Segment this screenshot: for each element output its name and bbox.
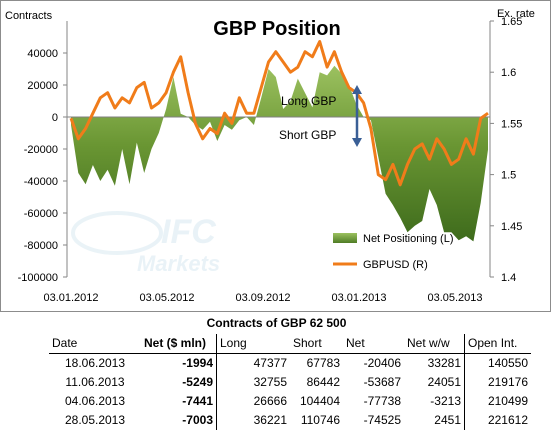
cell-long: 26666 <box>216 392 290 411</box>
table-row: 18.06.2013 -1994 47377 67783 -20406 3328… <box>49 353 531 373</box>
net-positioning-area <box>71 65 488 242</box>
header-open-int: Open Int. <box>464 334 531 354</box>
y-right-ticks: 1.65 1.6 1.55 1.5 1.45 1.4 <box>490 16 522 284</box>
cell-date: 04.06.2013 <box>64 394 126 408</box>
cell-long: 36221 <box>216 411 290 430</box>
positions-table: Date Net ($ mln) Long Short Net Net w/w … <box>49 334 531 430</box>
header-net-ww: Net w/w <box>404 334 465 354</box>
svg-text:Markets: Markets <box>137 251 220 276</box>
chart-svg: IFC Markets 40000 20000 0 -20000 -40000 -6000… <box>5 8 535 304</box>
x-tick-label: 03.05.2013 <box>427 292 482 304</box>
cell-net-ww: 24051 <box>427 375 461 389</box>
cell-long: 47377 <box>216 353 290 373</box>
cell-short: 104404 <box>299 394 340 408</box>
y-left-ticks: 40000 20000 0 -20000 -40000 -60000 -80000 -1000… <box>18 48 67 284</box>
x-tick-label: 03.09.2012 <box>235 292 290 304</box>
legend-label-gbpusd: GBPUSD (R) <box>363 259 428 271</box>
y-axis-left-label: Contracts <box>5 10 53 22</box>
cell-open-int: 221612 <box>464 411 531 430</box>
annotation-long-gbp: Long GBP <box>281 94 336 108</box>
cell-short: 67783 <box>306 356 340 370</box>
chart-frame: IFC Markets 40000 20000 0 -20000 -40000 -6000… <box>0 0 551 312</box>
y-left-tick-label: 0 <box>52 112 58 124</box>
table-title: Contracts of GBP 62 500 <box>206 316 347 330</box>
gbpusd-line-group <box>69 40 489 187</box>
svg-text:IFC: IFC <box>161 213 216 251</box>
cell-net: -20406 <box>363 356 401 370</box>
legend-label-net: Net Positioning (L) <box>363 233 454 245</box>
cell-long: 32755 <box>216 373 290 392</box>
y-right-tick-label: 1.65 <box>501 16 522 28</box>
cell-open-int: 140550 <box>464 353 531 373</box>
cell-short: 110746 <box>300 413 340 427</box>
header-long: Long <box>216 334 290 354</box>
y-left-tick-label: 20000 <box>27 80 58 92</box>
gbpusd-line <box>69 40 489 187</box>
table-row: 11.06.2013 -5249 32755 86442 -53687 2405… <box>49 373 531 392</box>
cell-date: 11.06.2013 <box>65 375 125 389</box>
y-axis-right-label: Ex. rate <box>497 8 535 20</box>
header-net: Net <box>343 334 404 354</box>
y-left-tick-label: -20000 <box>24 144 58 156</box>
y-left-tick-label: -80000 <box>24 240 58 252</box>
y-right-tick-label: 1.4 <box>501 272 516 284</box>
y-left-tick-label: -100000 <box>18 272 58 284</box>
long-short-arrow-icon <box>352 85 362 147</box>
x-tick-label: 03.01.2013 <box>331 292 386 304</box>
table-row: 28.05.2013 -7003 36221 110746 -74525 245… <box>49 411 531 430</box>
cell-net-ww: -3213 <box>430 394 461 408</box>
watermark-logo: IFC Markets <box>71 211 220 276</box>
net-positioning-area-shape <box>71 65 488 242</box>
cell-open-int: 210499 <box>464 392 531 411</box>
y-right-tick-label: 1.55 <box>501 118 522 130</box>
header-net-usd: Net ($ mln) <box>141 334 217 354</box>
legend-swatch-net <box>333 233 357 243</box>
legend: Net Positioning (L) GBPUSD (R) <box>333 233 454 271</box>
annotation-short-gbp: Short GBP <box>279 128 336 142</box>
cell-net-ww: 33281 <box>427 356 461 370</box>
chart-title: GBP Position <box>213 18 340 40</box>
x-tick-label: 03.01.2012 <box>43 292 98 304</box>
y-left-tick-label: 40000 <box>27 48 58 60</box>
x-ticks: 03.01.2012 03.05.2012 03.09.2012 03.01.2013… <box>43 292 482 304</box>
cell-net-usd: -7003 <box>182 413 213 427</box>
cell-open-int: 219176 <box>464 373 531 392</box>
cell-net: -77738 <box>363 394 401 408</box>
cell-net-usd: -7441 <box>182 394 213 408</box>
y-left-tick-label: -60000 <box>24 208 58 220</box>
y-right-tick-label: 1.6 <box>501 67 516 79</box>
cell-net-usd: -5249 <box>182 375 213 389</box>
cell-net-usd: -1994 <box>182 356 213 370</box>
cell-date: 28.05.2013 <box>64 413 126 427</box>
cell-date: 18.06.2013 <box>64 356 126 370</box>
cell-net: -53687 <box>363 375 401 389</box>
header-date: Date <box>49 334 141 354</box>
table-header-row: Date Net ($ mln) Long Short Net Net w/w … <box>49 334 531 354</box>
y-left-tick-label: -40000 <box>24 176 58 188</box>
header-short: Short <box>290 334 343 354</box>
cell-net-ww: 2451 <box>434 413 461 427</box>
cell-short: 86442 <box>306 375 340 389</box>
x-tick-label: 03.05.2012 <box>139 292 194 304</box>
cell-net: -74525 <box>363 413 401 427</box>
y-right-tick-label: 1.45 <box>501 221 522 233</box>
table-row: 04.06.2013 -7441 26666 104404 -77738 -32… <box>49 392 531 411</box>
y-right-tick-label: 1.5 <box>501 170 516 182</box>
